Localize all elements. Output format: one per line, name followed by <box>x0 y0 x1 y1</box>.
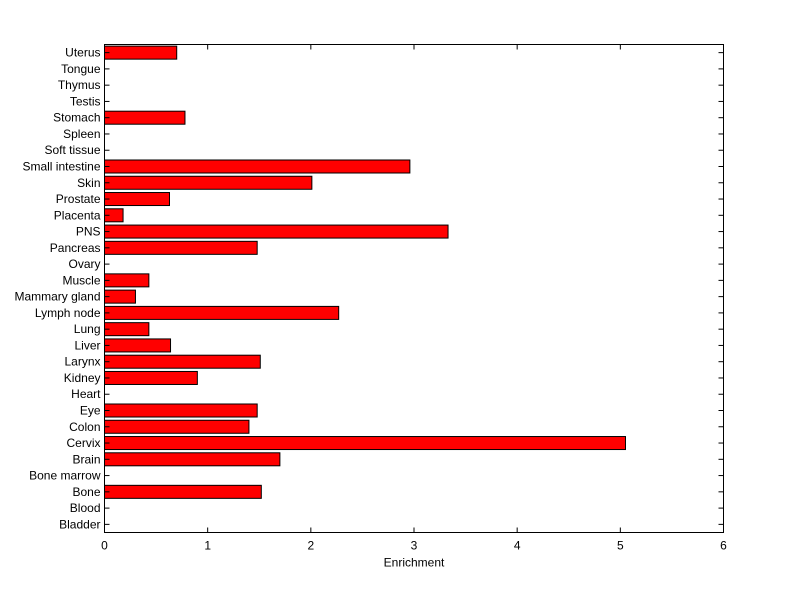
bar-bone <box>104 484 262 499</box>
x-tick-label-1: 1 <box>204 539 211 553</box>
y-tick-label-brain: Brain <box>72 452 100 466</box>
y-tick-label-prostate: Prostate <box>56 192 101 206</box>
bar-lymph-node <box>104 305 340 320</box>
bar-cervix <box>104 436 626 451</box>
y-tick-label-stomach: Stomach <box>53 111 100 125</box>
y-tick-label-heart: Heart <box>71 387 101 401</box>
bar-kidney <box>104 370 198 385</box>
y-tick-label-lung: Lung <box>74 322 101 336</box>
y-ticks-group: Bladder Blood Bone Bone marrow Brain Cervix Co… <box>14 46 724 531</box>
y-tick-label-bone: Bone <box>72 485 100 499</box>
y-tick-label-lymph-node: Lymph node <box>35 306 101 320</box>
bar-skin <box>104 175 313 190</box>
y-tick-label-blood: Blood <box>70 501 101 515</box>
y-tick-label-bone-marrow: Bone marrow <box>29 469 101 483</box>
bar-larynx <box>104 354 261 369</box>
y-tick-label-small-intestine: Small intestine <box>22 160 100 174</box>
y-tick-label-tongue: Tongue <box>61 62 101 76</box>
y-tick-label-skin: Skin <box>77 176 100 190</box>
bar-pns <box>104 224 449 239</box>
y-tick-label-mammary-gland: Mammary gland <box>14 290 100 304</box>
y-tick-label-pancreas: Pancreas <box>50 241 101 255</box>
bar-prostate <box>104 192 170 207</box>
y-tick-label-ovary: Ovary <box>68 257 100 271</box>
x-tick-label-5: 5 <box>617 539 624 553</box>
y-tick-label-soft-tissue: Soft tissue <box>44 143 100 157</box>
x-tick-label-3: 3 <box>411 539 418 553</box>
y-tick-label-testis: Testis <box>70 94 101 108</box>
y-tick-label-cervix: Cervix <box>66 436 100 450</box>
bar-pancreas <box>104 240 258 255</box>
bar-liver <box>104 338 172 353</box>
bar-small-intestine <box>104 159 411 174</box>
bar-eye <box>104 403 258 418</box>
x-tick-label-0: 0 <box>101 539 108 553</box>
y-tick-label-colon: Colon <box>69 420 100 434</box>
y-tick-label-muscle: Muscle <box>62 273 100 287</box>
bar-brain <box>104 452 281 467</box>
x-tick-label-2: 2 <box>307 539 314 553</box>
x-tick-label-4: 4 <box>514 539 521 553</box>
y-tick-label-uterus: Uterus <box>65 46 100 60</box>
y-tick-label-larynx: Larynx <box>64 355 100 369</box>
bar-uterus <box>104 45 178 60</box>
y-tick-label-bladder: Bladder <box>59 517 100 531</box>
y-tick-label-pns: PNS <box>76 225 101 239</box>
bar-stomach <box>104 110 186 125</box>
bar-muscle <box>104 273 150 288</box>
bar-colon <box>104 419 250 434</box>
bar-lung <box>104 322 150 337</box>
y-tick-label-thymus: Thymus <box>58 78 101 92</box>
x-tick-label-6: 6 <box>720 539 727 553</box>
y-tick-label-spleen: Spleen <box>63 127 100 141</box>
x-axis-label: Enrichment <box>384 556 445 570</box>
y-tick-label-eye: Eye <box>80 404 101 418</box>
y-tick-label-placenta: Placenta <box>54 208 101 222</box>
axes-box <box>104 44 724 533</box>
y-tick-label-liver: Liver <box>74 338 100 352</box>
y-tick-label-kidney: Kidney <box>64 371 101 385</box>
